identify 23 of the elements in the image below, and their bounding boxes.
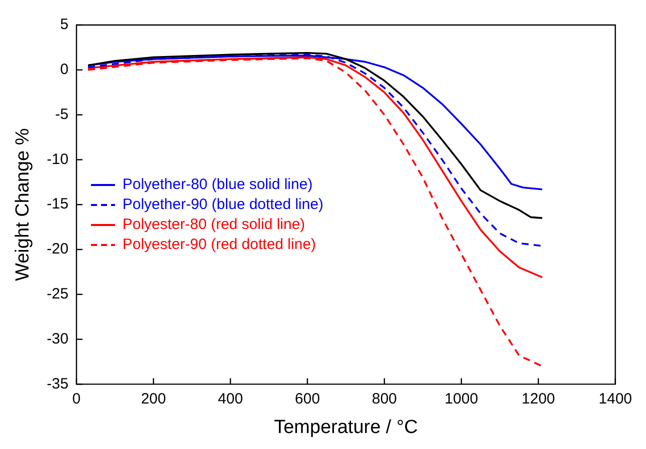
x-tick-label: 1000 (444, 390, 478, 408)
y-tick-label: -5 (55, 106, 68, 123)
y-tick-label: -15 (46, 196, 68, 213)
x-axis-title: Temperature / °C (274, 416, 418, 438)
legend-label: Polyester-80 (red solid line) (122, 214, 306, 235)
x-tick-label: 400 (218, 390, 243, 408)
y-tick-label: 0 (60, 61, 68, 78)
x-tick-label: 1200 (522, 390, 556, 408)
x-tick-label: 0 (72, 390, 81, 408)
x-tick-label: 200 (140, 390, 166, 408)
y-tick-label: 5 (60, 16, 68, 34)
y-tick-label: -10 (46, 150, 68, 168)
legend-label: Polyether-80 (blue solid line) (122, 174, 313, 195)
y-axis-title: Weight Change % (12, 128, 34, 282)
y-tick-label: -30 (46, 330, 68, 348)
x-tick-label: 1400 (598, 390, 632, 408)
legend-label: Polyether-90 (blue dotted line) (122, 194, 324, 215)
legend-label: Polyester-90 (red dotted line) (122, 234, 316, 255)
y-tick-label: -25 (46, 286, 68, 303)
x-tick-label: 800 (372, 390, 397, 408)
y-tick-label: -20 (46, 240, 68, 258)
x-tick-label: 600 (294, 390, 320, 408)
y-tick-label: -35 (46, 375, 68, 392)
